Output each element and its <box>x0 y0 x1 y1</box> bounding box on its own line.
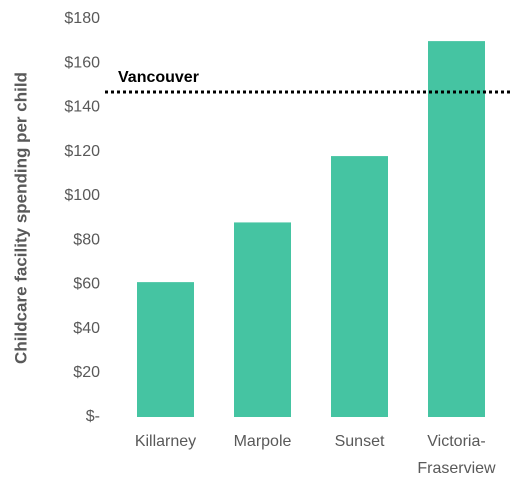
y-axis-title: Childcare facility spending per child <box>11 72 30 364</box>
y-tick-label: $80 <box>73 231 100 248</box>
x-tick-label: Marpole <box>234 433 292 450</box>
y-tick-label: $140 <box>64 99 100 116</box>
y-tick-label: $40 <box>73 320 100 337</box>
y-tick-label: $20 <box>73 364 100 381</box>
bar <box>137 282 194 417</box>
y-tick-label: $120 <box>64 143 100 160</box>
bar <box>331 156 388 418</box>
bar <box>234 222 291 417</box>
y-tick-label: $160 <box>64 54 100 71</box>
y-tick-label: $180 <box>64 10 100 27</box>
x-tick-label: Killarney <box>135 433 196 450</box>
x-tick-label: Sunset <box>335 433 385 450</box>
x-tick-label: Victoria-Fraserview <box>417 433 496 477</box>
y-tick-label: $- <box>86 408 100 425</box>
reference-label: Vancouver <box>118 69 199 86</box>
y-tick-label: $60 <box>73 276 100 293</box>
bar <box>428 41 485 417</box>
y-tick-label: $100 <box>64 187 100 204</box>
